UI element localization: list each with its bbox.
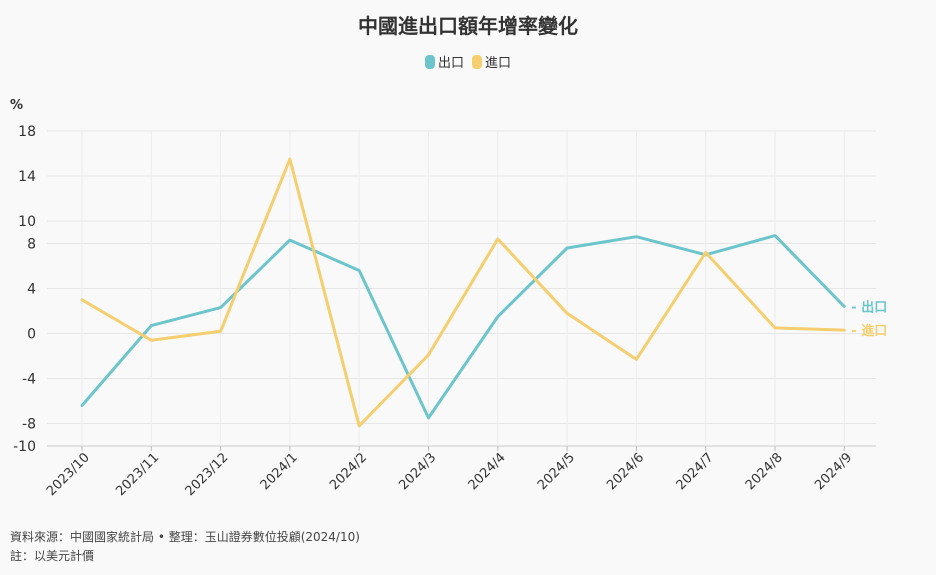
legend-swatch-import xyxy=(472,54,482,69)
data-point-export[interactable] xyxy=(634,234,639,239)
x-tick-label: 2023/12 xyxy=(183,450,232,499)
data-point-export[interactable] xyxy=(565,246,570,251)
data-point-export[interactable] xyxy=(773,233,778,238)
y-tick-label: -8 xyxy=(22,417,36,433)
data-point-import[interactable] xyxy=(495,237,500,242)
data-point-import[interactable] xyxy=(565,311,570,316)
legend-item-import[interactable]: 進口 xyxy=(472,52,511,71)
data-point-import[interactable] xyxy=(703,250,708,255)
x-tick-label: 2023/10 xyxy=(44,450,93,499)
data-point-export[interactable] xyxy=(218,305,223,310)
source-note: 資料來源：中國國家統計局 • 整理：玉山證券數位投顧(2024/10) xyxy=(10,530,360,544)
data-point-import[interactable] xyxy=(773,325,778,330)
y-tick-label: 8 xyxy=(27,237,36,253)
x-tick-label: 2024/9 xyxy=(812,450,855,493)
y-tick-label: -10 xyxy=(13,439,36,455)
data-point-export[interactable] xyxy=(426,415,431,420)
legend-label-import: 進口 xyxy=(485,56,512,71)
x-axis-ticks: 2023/10 2023/11 2023/12 2024/1 2024/2 2024/3 2… xyxy=(44,450,855,499)
data-point-export[interactable] xyxy=(842,304,847,309)
data-point-import[interactable] xyxy=(426,352,431,357)
end-labels: - 出口 - 進口 xyxy=(851,300,887,340)
series-layer xyxy=(80,157,847,428)
legend: 出口 進口 xyxy=(0,52,936,71)
data-point-export[interactable] xyxy=(357,268,362,273)
series-line-import[interactable] xyxy=(80,157,846,428)
end-label-import: - 進口 xyxy=(851,323,887,339)
data-point-export[interactable] xyxy=(495,314,500,319)
y-tick-label: -4 xyxy=(22,372,36,388)
data-point-import[interactable] xyxy=(80,297,85,302)
data-point-import[interactable] xyxy=(287,157,292,162)
series-line-export[interactable] xyxy=(80,234,846,420)
x-tick-label: 2024/5 xyxy=(535,450,578,493)
end-label-export: - 出口 xyxy=(851,300,887,316)
legend-swatch-export xyxy=(424,54,435,69)
data-point-import[interactable] xyxy=(634,357,639,362)
y-tick-label: 14 xyxy=(18,169,36,185)
x-tick-label: 2024/1 xyxy=(258,450,301,493)
grid-layer xyxy=(47,130,876,451)
data-point-export[interactable] xyxy=(287,238,292,243)
y-tick-label: 18 xyxy=(18,124,36,140)
data-point-import[interactable] xyxy=(218,329,223,334)
data-point-export[interactable] xyxy=(80,403,85,408)
data-point-import[interactable] xyxy=(357,423,362,428)
y-axis-ticks: 18 14 10 8 4 0 -4 -8 -10 xyxy=(13,124,36,455)
data-point-export[interactable] xyxy=(149,323,154,328)
data-point-import[interactable] xyxy=(842,328,847,333)
currency-note: 註：以美元計價 xyxy=(10,549,95,563)
x-tick-label: 2024/3 xyxy=(396,450,439,493)
x-tick-label: 2024/6 xyxy=(604,450,647,493)
x-tick-label: 2024/4 xyxy=(466,450,509,493)
x-tick-label: 2024/7 xyxy=(674,450,717,493)
y-axis-unit: % xyxy=(10,98,24,113)
footer: 資料來源：中國國家統計局 • 整理：玉山證券數位投顧(2024/10) 註：以美… xyxy=(10,528,360,566)
x-tick-label: 2023/11 xyxy=(113,450,162,499)
y-tick-label: 0 xyxy=(27,327,36,343)
legend-item-export[interactable]: 出口 xyxy=(424,52,464,71)
x-tick-label: 2024/2 xyxy=(327,450,370,493)
legend-label-export: 出口 xyxy=(437,56,464,71)
y-tick-label: 4 xyxy=(27,282,36,298)
x-tick-label: 2024/8 xyxy=(743,450,786,493)
chart-title: 中國進出口額年增率變化 xyxy=(358,14,578,38)
data-point-import[interactable] xyxy=(149,338,154,343)
y-tick-label: 10 xyxy=(18,214,36,230)
